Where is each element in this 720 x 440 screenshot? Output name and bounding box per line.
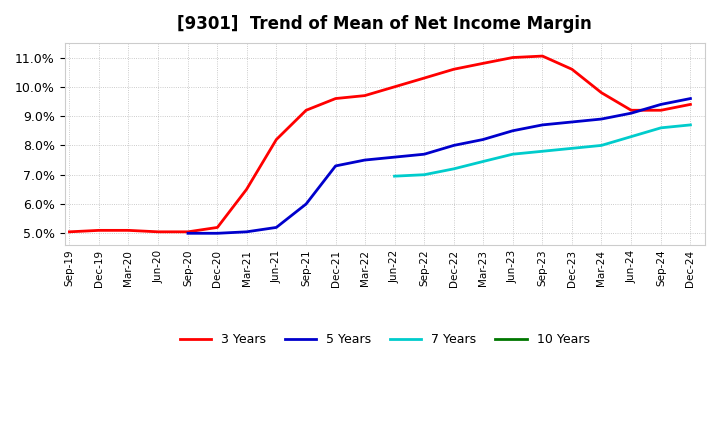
Line: 7 Years: 7 Years bbox=[395, 125, 690, 176]
Line: 3 Years: 3 Years bbox=[69, 56, 690, 232]
Legend: 3 Years, 5 Years, 7 Years, 10 Years: 3 Years, 5 Years, 7 Years, 10 Years bbox=[175, 328, 595, 351]
Title: [9301]  Trend of Mean of Net Income Margin: [9301] Trend of Mean of Net Income Margi… bbox=[177, 15, 592, 33]
Line: 5 Years: 5 Years bbox=[188, 99, 690, 233]
